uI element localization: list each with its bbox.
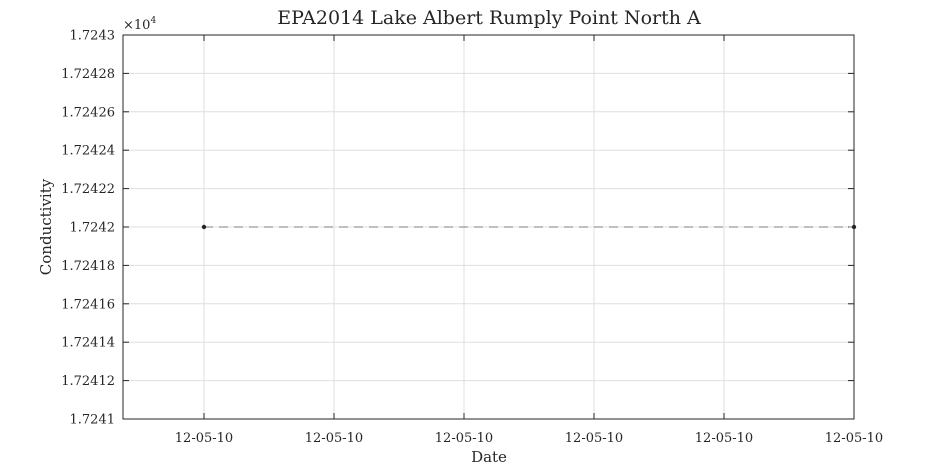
axis-ticks (123, 34, 855, 420)
y-axis-title: Conductivity (37, 178, 55, 275)
y-tick-label: 1.72416 (61, 297, 115, 312)
y-tick-label: 1.72418 (61, 259, 115, 274)
chart-title: EPA2014 Lake Albert Rumply Point North A (277, 7, 701, 29)
x-tick-label: 12-05-10 (305, 431, 363, 446)
x-tick-label: 12-05-10 (565, 431, 623, 446)
y-exponent-label: ×104 (123, 16, 156, 33)
y-tick-label: 1.7242 (70, 221, 116, 236)
plot-frame (122, 34, 855, 420)
x-tick-label: 12-05-10 (435, 431, 493, 446)
y-tick-label: 1.72428 (61, 67, 115, 82)
y-tick-label: 1.72412 (61, 374, 115, 389)
y-exponent-power: 4 (150, 16, 156, 26)
y-tick-label: 1.72424 (61, 144, 115, 159)
y-tick-label: 1.72414 (61, 336, 115, 351)
y-tick-label: 1.7243 (70, 29, 116, 44)
x-tick-labels: 12-05-10 12-05-10 12-05-10 12-05-10 12-05-10… (175, 431, 883, 446)
data-point (201, 224, 207, 230)
x-axis-title: Date (471, 448, 507, 466)
x-tick-label: 12-05-10 (825, 431, 883, 446)
y-tick-label: 1.72426 (61, 105, 115, 120)
x-tick-label: 12-05-10 (695, 431, 753, 446)
y-tick-label: 1.72422 (61, 182, 115, 197)
x-tick-label: 12-05-10 (175, 431, 233, 446)
y-tick-label: 1.7241 (70, 413, 116, 428)
y-tick-labels: 1.7241 1.72412 1.72414 1.72416 1.72418 1.7242… (61, 29, 115, 428)
